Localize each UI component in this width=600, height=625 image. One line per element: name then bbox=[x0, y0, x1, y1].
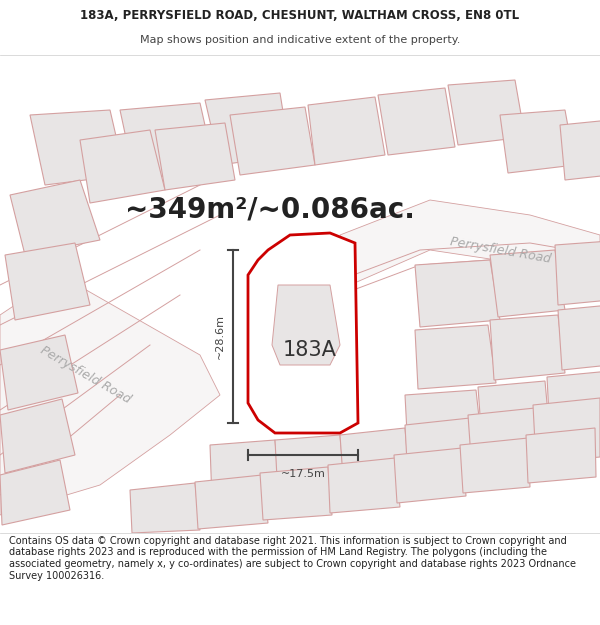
Polygon shape bbox=[230, 107, 315, 175]
Polygon shape bbox=[340, 200, 600, 285]
Polygon shape bbox=[205, 93, 290, 165]
Polygon shape bbox=[547, 371, 600, 435]
Polygon shape bbox=[394, 448, 466, 503]
Polygon shape bbox=[10, 180, 100, 255]
Polygon shape bbox=[30, 110, 125, 185]
Polygon shape bbox=[478, 381, 550, 443]
Text: Map shows position and indicative extent of the property.: Map shows position and indicative extent… bbox=[140, 34, 460, 44]
Text: ~349m²/~0.086ac.: ~349m²/~0.086ac. bbox=[125, 196, 415, 224]
Polygon shape bbox=[460, 438, 530, 493]
Polygon shape bbox=[415, 325, 496, 389]
Text: ~28.6m: ~28.6m bbox=[215, 314, 225, 359]
Polygon shape bbox=[490, 315, 565, 380]
Polygon shape bbox=[448, 80, 525, 145]
Polygon shape bbox=[415, 260, 500, 327]
Polygon shape bbox=[555, 241, 600, 305]
Polygon shape bbox=[5, 243, 90, 320]
Text: 183A: 183A bbox=[283, 340, 337, 360]
Polygon shape bbox=[328, 458, 400, 513]
Polygon shape bbox=[275, 435, 345, 497]
Polygon shape bbox=[340, 428, 410, 491]
Polygon shape bbox=[272, 285, 340, 365]
Polygon shape bbox=[558, 305, 600, 370]
Polygon shape bbox=[0, 399, 75, 473]
Text: ~17.5m: ~17.5m bbox=[281, 469, 325, 479]
Polygon shape bbox=[120, 103, 215, 180]
Polygon shape bbox=[80, 130, 165, 203]
Polygon shape bbox=[468, 408, 540, 472]
Text: Perrysfield Road: Perrysfield Road bbox=[38, 344, 133, 406]
Polygon shape bbox=[260, 467, 332, 520]
Polygon shape bbox=[500, 110, 575, 173]
Polygon shape bbox=[560, 120, 600, 180]
Polygon shape bbox=[0, 335, 78, 410]
Text: Perrysfield Road: Perrysfield Road bbox=[449, 235, 551, 265]
Text: Contains OS data © Crown copyright and database right 2021. This information is : Contains OS data © Crown copyright and d… bbox=[9, 536, 576, 581]
Polygon shape bbox=[0, 275, 220, 515]
Polygon shape bbox=[490, 250, 565, 317]
Polygon shape bbox=[248, 233, 358, 433]
Polygon shape bbox=[155, 123, 235, 190]
Text: 183A, PERRYSFIELD ROAD, CHESHUNT, WALTHAM CROSS, EN8 0TL: 183A, PERRYSFIELD ROAD, CHESHUNT, WALTHA… bbox=[80, 9, 520, 22]
Polygon shape bbox=[405, 390, 482, 452]
Polygon shape bbox=[405, 418, 475, 482]
Polygon shape bbox=[533, 398, 600, 463]
Polygon shape bbox=[210, 440, 280, 501]
Polygon shape bbox=[308, 97, 385, 165]
Polygon shape bbox=[195, 475, 268, 529]
Polygon shape bbox=[526, 428, 596, 483]
Polygon shape bbox=[0, 460, 70, 525]
Polygon shape bbox=[378, 88, 455, 155]
Polygon shape bbox=[130, 483, 200, 533]
